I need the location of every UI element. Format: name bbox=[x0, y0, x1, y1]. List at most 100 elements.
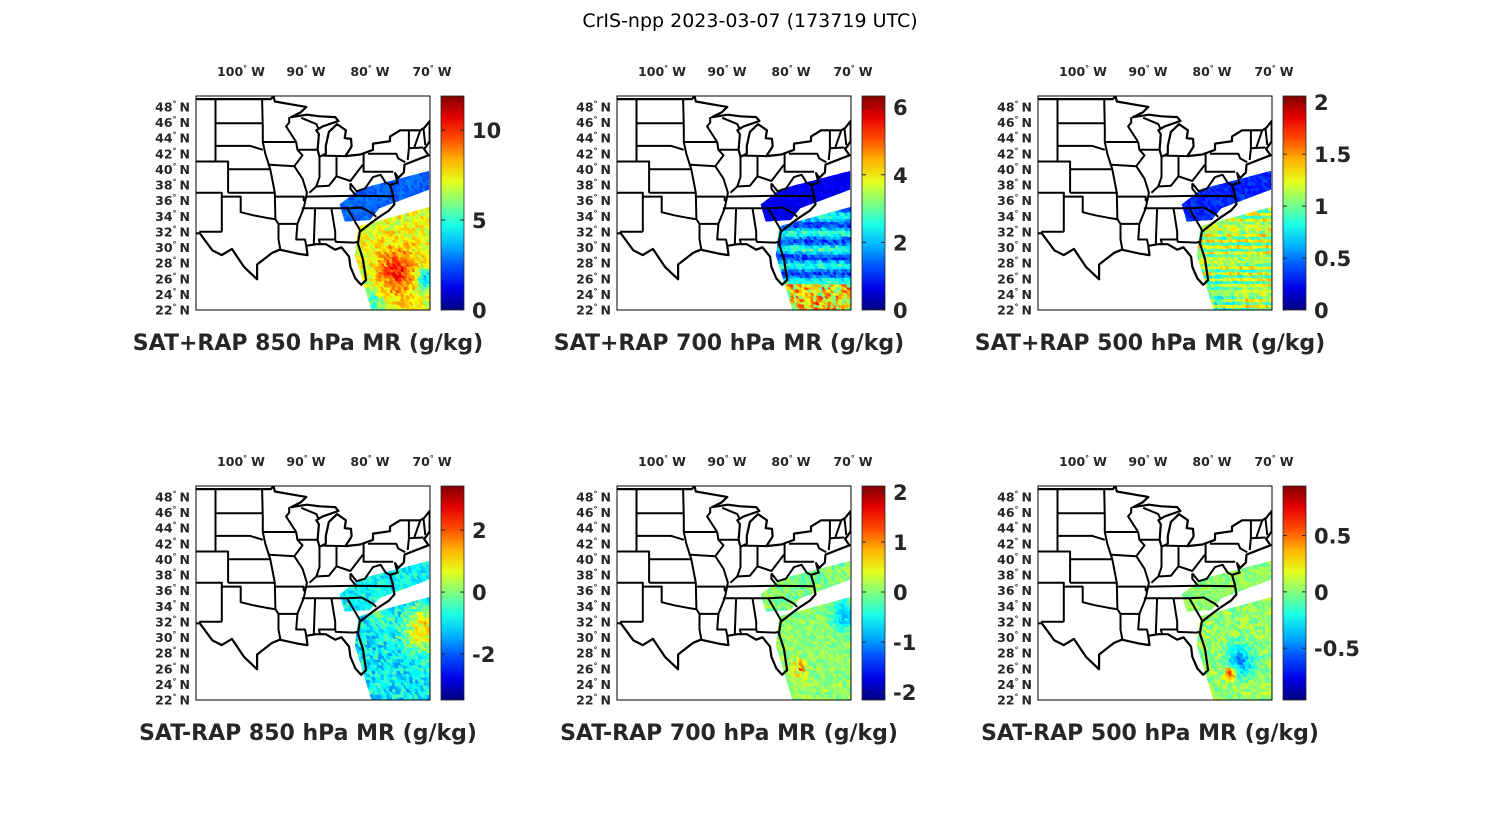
swath-pixel bbox=[426, 303, 430, 309]
colorbar-tick-label: 2 bbox=[472, 519, 487, 543]
state-border bbox=[829, 146, 845, 150]
lat-tick-label: 44° N bbox=[997, 131, 1032, 146]
state-border bbox=[1135, 141, 1150, 247]
map-panel-3: 100° W 90° W 80° W 70° W48° N46° N44° N42° N40° N38°… bbox=[975, 64, 1351, 356]
lat-tick-label: 34° N bbox=[155, 599, 190, 614]
state-border bbox=[1103, 99, 1124, 250]
state-border bbox=[1157, 156, 1163, 187]
state-border bbox=[1255, 129, 1264, 149]
lon-tick-label: 70° W bbox=[412, 454, 451, 469]
state-border bbox=[636, 144, 685, 151]
state-border bbox=[714, 141, 729, 247]
state-border bbox=[770, 173, 812, 193]
lon-tick-label: 70° W bbox=[412, 64, 451, 79]
colorbar-tick-label: 5 bbox=[472, 209, 487, 233]
lon-tick-label: 90° W bbox=[286, 454, 325, 469]
state-border bbox=[315, 156, 321, 187]
state-border bbox=[274, 195, 306, 202]
state-border bbox=[1188, 207, 1204, 232]
state-border bbox=[308, 163, 364, 194]
state-border bbox=[617, 191, 644, 232]
state-border bbox=[1154, 208, 1159, 245]
colorbar-tick-label: 1.5 bbox=[1314, 143, 1351, 167]
state-border bbox=[285, 117, 298, 143]
state-border bbox=[293, 141, 308, 247]
state-border bbox=[1176, 239, 1200, 244]
panel-title: SAT+RAP 700 hPa MR (g/kg) bbox=[554, 331, 904, 356]
lat-tick-label: 22° N bbox=[155, 693, 190, 708]
map-area bbox=[617, 96, 851, 310]
lat-tick-label: 30° N bbox=[155, 630, 190, 645]
lon-tick-label: 90° W bbox=[1128, 64, 1167, 79]
state-border bbox=[1150, 163, 1206, 194]
lat-tick-label: 42° N bbox=[155, 536, 190, 551]
swath-pixel bbox=[425, 172, 430, 178]
lon-tick-label: 70° W bbox=[833, 64, 872, 79]
state-border bbox=[334, 239, 358, 244]
map-frame bbox=[195, 95, 431, 311]
map-area bbox=[196, 96, 430, 310]
state-border bbox=[362, 152, 394, 173]
map-area bbox=[1038, 96, 1272, 310]
lat-tick-label: 22° N bbox=[997, 303, 1032, 318]
lat-tick-label: 48° N bbox=[155, 100, 190, 115]
lat-tick-label: 42° N bbox=[576, 146, 611, 161]
lat-tick-label: 48° N bbox=[576, 100, 611, 115]
state-border bbox=[196, 160, 230, 193]
state-border bbox=[1063, 195, 1118, 221]
lat-tick-label: 46° N bbox=[155, 505, 190, 520]
state-border bbox=[346, 207, 362, 232]
lat-tick-label: 24° N bbox=[997, 287, 1032, 302]
state-border bbox=[617, 160, 651, 193]
lon-tick-label: 80° W bbox=[1192, 64, 1231, 79]
lat-tick-label: 36° N bbox=[576, 193, 611, 208]
lat-tick-label: 40° N bbox=[997, 162, 1032, 177]
lat-tick-label: 22° N bbox=[155, 303, 190, 318]
state-border bbox=[1164, 154, 1188, 158]
lon-tick-label: 80° W bbox=[350, 64, 389, 79]
lat-tick-label: 34° N bbox=[155, 209, 190, 224]
lat-tick-label: 32° N bbox=[997, 224, 1032, 239]
map-panel-5: 100° W 90° W 80° W 70° W48° N46° N44° N42° N40° N38°… bbox=[560, 454, 916, 746]
colorbar bbox=[440, 95, 465, 311]
state-border bbox=[755, 239, 779, 244]
lat-tick-label: 44° N bbox=[155, 521, 190, 536]
state-border bbox=[1264, 127, 1269, 146]
state-border bbox=[729, 163, 785, 194]
lat-tick-label: 36° N bbox=[155, 193, 190, 208]
lat-tick-label: 36° N bbox=[997, 193, 1032, 208]
colorbar bbox=[440, 485, 465, 701]
state-border bbox=[688, 163, 716, 168]
swath-pixel bbox=[847, 206, 851, 211]
state-border bbox=[767, 207, 783, 232]
state-border bbox=[408, 146, 424, 150]
colorbar-tick-label: 4 bbox=[893, 164, 908, 188]
map-panel-4: 100° W 90° W 80° W 70° W48° N46° N44° N42° N40° N38°… bbox=[139, 454, 495, 746]
lat-tick-label: 38° N bbox=[576, 178, 611, 193]
state-border bbox=[736, 156, 742, 187]
map-panel-2: 100° W 90° W 80° W 70° W48° N46° N44° N42° N40° N38°… bbox=[554, 64, 908, 356]
state-border bbox=[300, 116, 320, 130]
lat-tick-label: 42° N bbox=[155, 146, 190, 161]
lat-tick-label: 40° N bbox=[576, 162, 611, 177]
map-area bbox=[196, 486, 430, 700]
lat-tick-label: 26° N bbox=[155, 661, 190, 676]
state-border bbox=[1116, 195, 1148, 202]
state-border bbox=[695, 195, 727, 202]
lat-tick-label: 44° N bbox=[576, 131, 611, 146]
lat-tick-label: 38° N bbox=[155, 568, 190, 583]
swath-pixel bbox=[426, 282, 430, 288]
state-border bbox=[682, 99, 703, 250]
state-border bbox=[1191, 183, 1199, 197]
panel-title: SAT+RAP 850 hPa MR (g/kg) bbox=[133, 331, 483, 356]
state-border bbox=[1250, 146, 1266, 150]
lat-tick-label: 46° N bbox=[576, 115, 611, 130]
lat-tick-label: 28° N bbox=[155, 256, 190, 271]
lat-tick-label: 44° N bbox=[155, 131, 190, 146]
lat-tick-label: 22° N bbox=[576, 303, 611, 318]
lat-tick-label: 28° N bbox=[997, 256, 1032, 271]
lat-tick-label: 24° N bbox=[155, 287, 190, 302]
state-border bbox=[267, 163, 295, 168]
colorbar bbox=[1282, 95, 1307, 311]
colorbar-tick-label: 0.5 bbox=[1314, 247, 1351, 271]
